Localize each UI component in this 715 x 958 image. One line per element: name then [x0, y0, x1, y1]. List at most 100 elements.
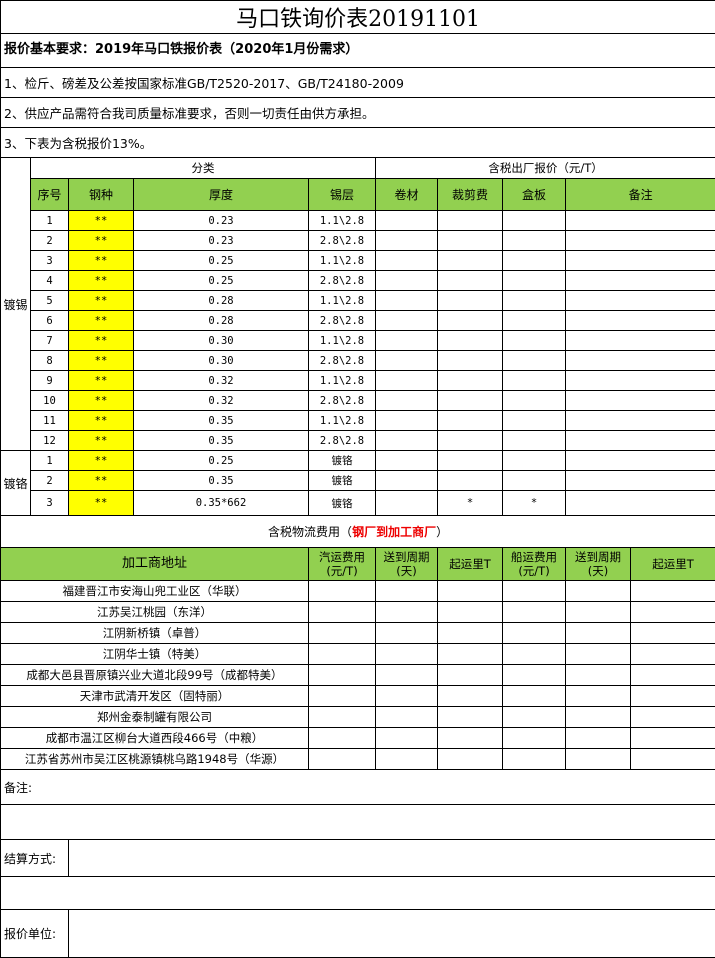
cell-sheet[interactable] — [502, 470, 566, 491]
cell-coil[interactable] — [375, 350, 438, 371]
cell-logistics-value[interactable] — [308, 664, 376, 686]
quoting-unit-label[interactable]: 报价单位: — [0, 909, 69, 958]
cell-tin-coating[interactable]: 1.1\2.8 — [308, 370, 376, 391]
quoting-unit-field[interactable] — [67, 909, 715, 958]
cell-remarks[interactable] — [564, 490, 715, 516]
cell-no[interactable]: 10 — [30, 390, 69, 411]
cell-logistics-value[interactable] — [629, 664, 715, 686]
cell-logistics-value[interactable] — [375, 685, 438, 707]
cell-remarks[interactable] — [564, 210, 715, 231]
cell-remarks[interactable] — [564, 330, 715, 351]
cell-steel[interactable]: ** — [68, 230, 134, 251]
cell-sheet[interactable] — [502, 410, 566, 431]
sheet-title[interactable]: 马口铁询价表20191101 — [0, 0, 715, 34]
cell-thickness[interactable]: 0.30 — [133, 350, 309, 371]
cell-thickness[interactable]: 0.28 — [133, 310, 309, 331]
cell-coating[interactable]: 镀铬 — [308, 490, 376, 516]
cell-sheet[interactable] — [502, 210, 566, 231]
cell-logistics-value[interactable] — [437, 580, 503, 602]
cell-logistics-value[interactable] — [565, 643, 631, 665]
cell-coil[interactable] — [375, 210, 438, 231]
cell-thickness[interactable]: 0.30 — [133, 330, 309, 351]
cell-coil[interactable] — [375, 310, 438, 331]
cell-thickness[interactable]: 0.28 — [133, 290, 309, 311]
cell-logistics-value[interactable] — [437, 643, 503, 665]
cell-coil[interactable] — [375, 470, 438, 491]
cell-cutting-fee[interactable] — [437, 350, 503, 371]
cell-tin-coating[interactable]: 1.1\2.8 — [308, 250, 376, 271]
col-header-thickness[interactable]: 厚度 — [133, 178, 309, 211]
cell-logistics-value[interactable] — [375, 727, 438, 749]
cell-logistics-value[interactable] — [629, 643, 715, 665]
cell-logistics-value[interactable] — [437, 601, 503, 623]
cell-sheet[interactable] — [502, 270, 566, 291]
cell-address[interactable]: 福建晋江市安海山兜工业区（华联） — [0, 580, 309, 602]
cell-sheet[interactable] — [502, 330, 566, 351]
cell-logistics-value[interactable] — [375, 601, 438, 623]
cell-steel[interactable]: ** — [68, 410, 134, 431]
cell-remarks[interactable] — [564, 410, 715, 431]
cell-logistics-value[interactable] — [308, 685, 376, 707]
cell-tin-coating[interactable]: 1.1\2.8 — [308, 290, 376, 311]
cell-coil[interactable] — [375, 250, 438, 271]
settlement-extra[interactable] — [0, 876, 715, 910]
cell-steel[interactable]: ** — [68, 290, 134, 311]
cell-remarks[interactable] — [564, 290, 715, 311]
cell-tin-coating[interactable]: 2.8\2.8 — [308, 310, 376, 331]
cell-thickness[interactable]: 0.32 — [133, 390, 309, 411]
cell-logistics-value[interactable] — [375, 580, 438, 602]
cell-no[interactable]: 1 — [30, 210, 69, 231]
cell-logistics-value[interactable] — [308, 706, 376, 728]
cell-no[interactable]: 5 — [30, 290, 69, 311]
cell-no[interactable]: 2 — [30, 230, 69, 251]
cell-steel[interactable]: ** — [68, 390, 134, 411]
cell-logistics-value[interactable] — [437, 727, 503, 749]
cell-cutting-fee[interactable] — [437, 330, 503, 351]
cell-no[interactable]: 7 — [30, 330, 69, 351]
cell-cutting-fee[interactable] — [437, 390, 503, 411]
cell-no[interactable]: 3 — [30, 490, 69, 516]
cell-logistics-value[interactable] — [502, 622, 566, 644]
cell-cutting-fee[interactable] — [437, 210, 503, 231]
cell-no[interactable]: 9 — [30, 370, 69, 391]
cell-no[interactable]: 4 — [30, 270, 69, 291]
col-header-ship-min-qty[interactable]: 起运里T — [629, 547, 715, 581]
cell-logistics-value[interactable] — [308, 601, 376, 623]
col-header-truck-cost[interactable]: 汽运费用(元/T) — [308, 547, 376, 581]
cell-cutting-fee[interactable] — [437, 270, 503, 291]
cell-thickness[interactable]: 0.25 — [133, 250, 309, 271]
cell-logistics-value[interactable] — [502, 643, 566, 665]
cell-logistics-value[interactable] — [375, 664, 438, 686]
cell-cutting-fee[interactable] — [437, 470, 503, 491]
settlement-field[interactable] — [67, 839, 715, 877]
col-header-coil[interactable]: 卷材 — [375, 178, 438, 211]
cell-cutting-fee[interactable] — [437, 430, 503, 451]
cell-address[interactable]: 天津市武清开发区（固特丽） — [0, 685, 309, 707]
cell-thickness[interactable]: 0.35*662 — [133, 490, 309, 516]
cell-logistics-value[interactable] — [565, 685, 631, 707]
cell-sheet[interactable] — [502, 350, 566, 371]
cell-remarks[interactable] — [564, 450, 715, 471]
cell-no[interactable]: 3 — [30, 250, 69, 271]
cell-steel[interactable]: ** — [68, 350, 134, 371]
cell-steel[interactable]: ** — [68, 330, 134, 351]
cell-logistics-value[interactable] — [502, 748, 566, 770]
cell-no[interactable]: 8 — [30, 350, 69, 371]
remarks-label[interactable]: 备注: — [0, 769, 715, 805]
cell-logistics-value[interactable] — [629, 748, 715, 770]
cell-thickness[interactable]: 0.35 — [133, 470, 309, 491]
cell-remarks[interactable] — [564, 430, 715, 451]
cell-logistics-value[interactable] — [565, 622, 631, 644]
note-1[interactable]: 1、检斤、磅差及公差按国家标准GB/T2520-2017、GB/T24180-2… — [0, 67, 715, 98]
category-header[interactable]: 分类 — [30, 157, 376, 179]
cell-sheet[interactable] — [502, 310, 566, 331]
cell-remarks[interactable] — [564, 230, 715, 251]
cell-logistics-value[interactable] — [308, 622, 376, 644]
cell-tin-coating[interactable]: 2.8\2.8 — [308, 230, 376, 251]
cell-remarks[interactable] — [564, 250, 715, 271]
cell-no[interactable]: 11 — [30, 410, 69, 431]
col-header-steel[interactable]: 钢种 — [68, 178, 134, 211]
cell-coil[interactable] — [375, 430, 438, 451]
cell-logistics-value[interactable] — [308, 643, 376, 665]
cell-logistics-value[interactable] — [629, 706, 715, 728]
